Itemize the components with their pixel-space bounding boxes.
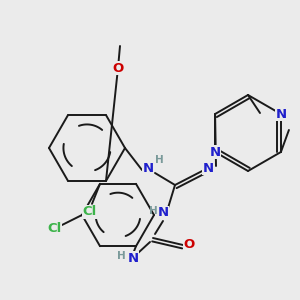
Text: Cl: Cl (83, 205, 97, 218)
Text: O: O (112, 61, 124, 74)
Text: H: H (117, 251, 125, 261)
Text: H: H (148, 206, 158, 216)
Text: H: H (154, 155, 164, 165)
Text: N: N (128, 251, 139, 265)
Text: N: N (209, 146, 221, 158)
Text: N: N (142, 161, 154, 175)
Text: Cl: Cl (47, 223, 61, 236)
Text: N: N (202, 161, 214, 175)
Text: O: O (183, 238, 195, 251)
Text: N: N (158, 206, 169, 220)
Text: N: N (275, 107, 286, 121)
